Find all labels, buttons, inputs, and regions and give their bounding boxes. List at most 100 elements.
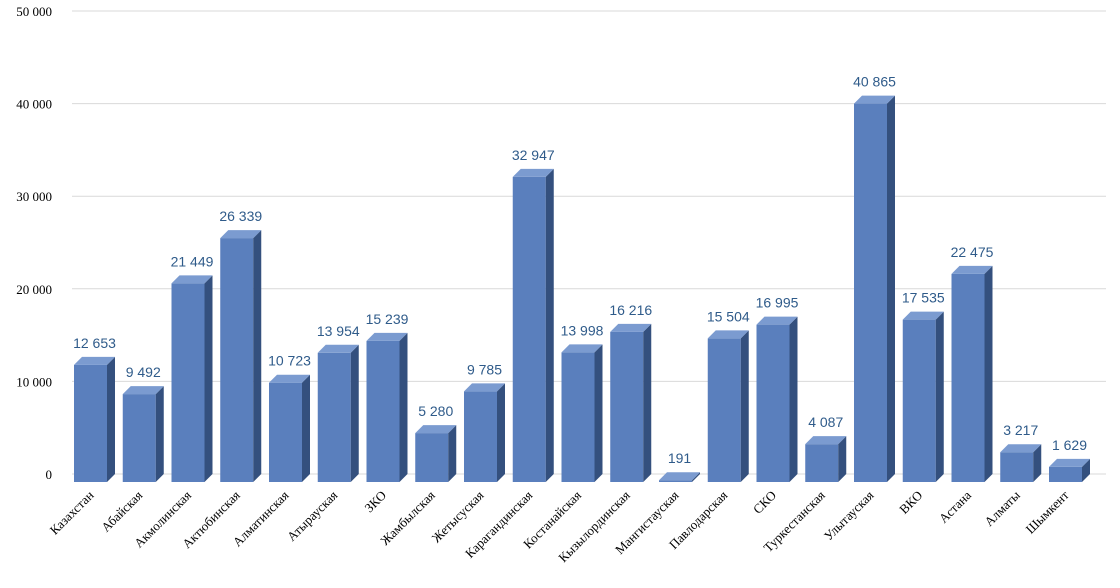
bar (122, 386, 164, 482)
bar-top (610, 323, 652, 332)
bar-front (610, 331, 644, 482)
bar-side (789, 316, 798, 482)
y-tick-label: 40 000 (16, 97, 52, 112)
bar-side (935, 311, 944, 482)
data-label: 4 087 (808, 414, 843, 430)
y-tick-label: 20 000 (16, 282, 52, 297)
bar-front (415, 433, 449, 482)
bar (1049, 458, 1090, 482)
y-tick-label: 30 000 (16, 189, 52, 204)
bar (317, 344, 359, 482)
bar (171, 275, 213, 482)
data-label: 10 723 (268, 353, 311, 369)
y-tick-label: 10 000 (16, 374, 52, 389)
bar-top (951, 265, 993, 274)
bar-top (171, 275, 213, 284)
bar-top (1049, 458, 1090, 467)
bar-side (399, 332, 408, 482)
data-label: 21 449 (171, 253, 214, 269)
bar-front (659, 480, 692, 482)
data-label: 15 504 (707, 308, 750, 324)
data-label: 5 280 (418, 403, 453, 419)
bar (366, 332, 408, 482)
bar-side (740, 330, 749, 482)
data-label: 12 653 (73, 335, 116, 351)
bar-top (122, 386, 164, 395)
y-tick-label: 0 (46, 467, 53, 482)
bar-side (155, 386, 164, 482)
x-tick-label: СКО (750, 488, 779, 517)
bar (512, 168, 554, 483)
bar-top (464, 383, 505, 392)
bar-top (805, 436, 847, 445)
bar-side (497, 383, 505, 482)
bar (951, 265, 993, 482)
bar (659, 472, 700, 482)
data-label: 17 535 (902, 290, 945, 306)
data-label: 22 475 (951, 244, 994, 260)
data-label: 9 785 (467, 361, 502, 377)
x-tick-label: ВКО (896, 488, 925, 517)
bar (415, 425, 457, 482)
bar-top (561, 344, 603, 353)
data-label: 9 492 (126, 364, 161, 380)
bar-side (545, 168, 554, 483)
x-tick-label: Казахстан (47, 487, 97, 537)
bar (805, 436, 847, 482)
data-label: 1 629 (1052, 437, 1087, 453)
data-label: 16 216 (609, 302, 652, 318)
bars (74, 95, 1090, 483)
bar-side (1082, 458, 1090, 482)
bar-side (253, 230, 262, 482)
bar (610, 323, 652, 482)
bar-front (512, 176, 546, 483)
data-labels: 12 653 9 492 21 449 26 339 10 723 13 954 15 23… (73, 74, 1087, 467)
bar (561, 344, 603, 482)
bar-top (317, 344, 359, 353)
bar-front (805, 444, 839, 482)
data-label: 191 (668, 450, 692, 466)
bar-front (902, 319, 936, 482)
x-tick-label: Атырауская (284, 488, 341, 545)
data-label: 3 217 (1003, 422, 1038, 438)
bar-front (951, 273, 985, 482)
bar-front (756, 324, 790, 482)
data-label: 40 865 (853, 74, 896, 90)
bar (464, 383, 505, 482)
bar (74, 356, 115, 482)
y-tick-label: 50 000 (16, 4, 52, 19)
data-label: 16 995 (756, 295, 799, 311)
bar-side (204, 275, 213, 482)
x-axis-ticks: Казахстан АбайскаяАкмолинскаяАктюбинскаяА… (47, 487, 1072, 565)
bar-front (74, 364, 107, 482)
bar-side (984, 265, 993, 482)
bar-front (707, 338, 741, 482)
x-tick-label: Шымкент (1022, 487, 1071, 536)
data-label: 13 998 (561, 322, 604, 338)
bar (220, 230, 262, 482)
bar-side (838, 436, 847, 482)
y-axis-ticks: 0 10 000 20 000 30 000 40 000 50 000 (16, 4, 52, 482)
x-tick-label: Абайская (98, 488, 145, 535)
bar-front (1000, 452, 1034, 482)
data-label: 32 947 (512, 147, 555, 163)
bar-top (415, 425, 457, 434)
bar-top (1000, 444, 1042, 453)
bar (902, 311, 944, 482)
bar-side (692, 472, 700, 482)
bar-top (756, 316, 798, 325)
bar-top (366, 332, 408, 341)
bar-front (317, 352, 351, 482)
bar (269, 374, 310, 482)
bar-front (220, 238, 254, 482)
bar-top (220, 230, 262, 239)
bar-side (887, 95, 895, 483)
bar-front (464, 391, 497, 482)
bar-side (302, 374, 310, 482)
bar-top (902, 311, 944, 320)
bar-front (854, 103, 887, 483)
bar-side (594, 344, 603, 482)
bar-top (269, 374, 310, 383)
x-tick-label: Улытауская (821, 488, 877, 544)
